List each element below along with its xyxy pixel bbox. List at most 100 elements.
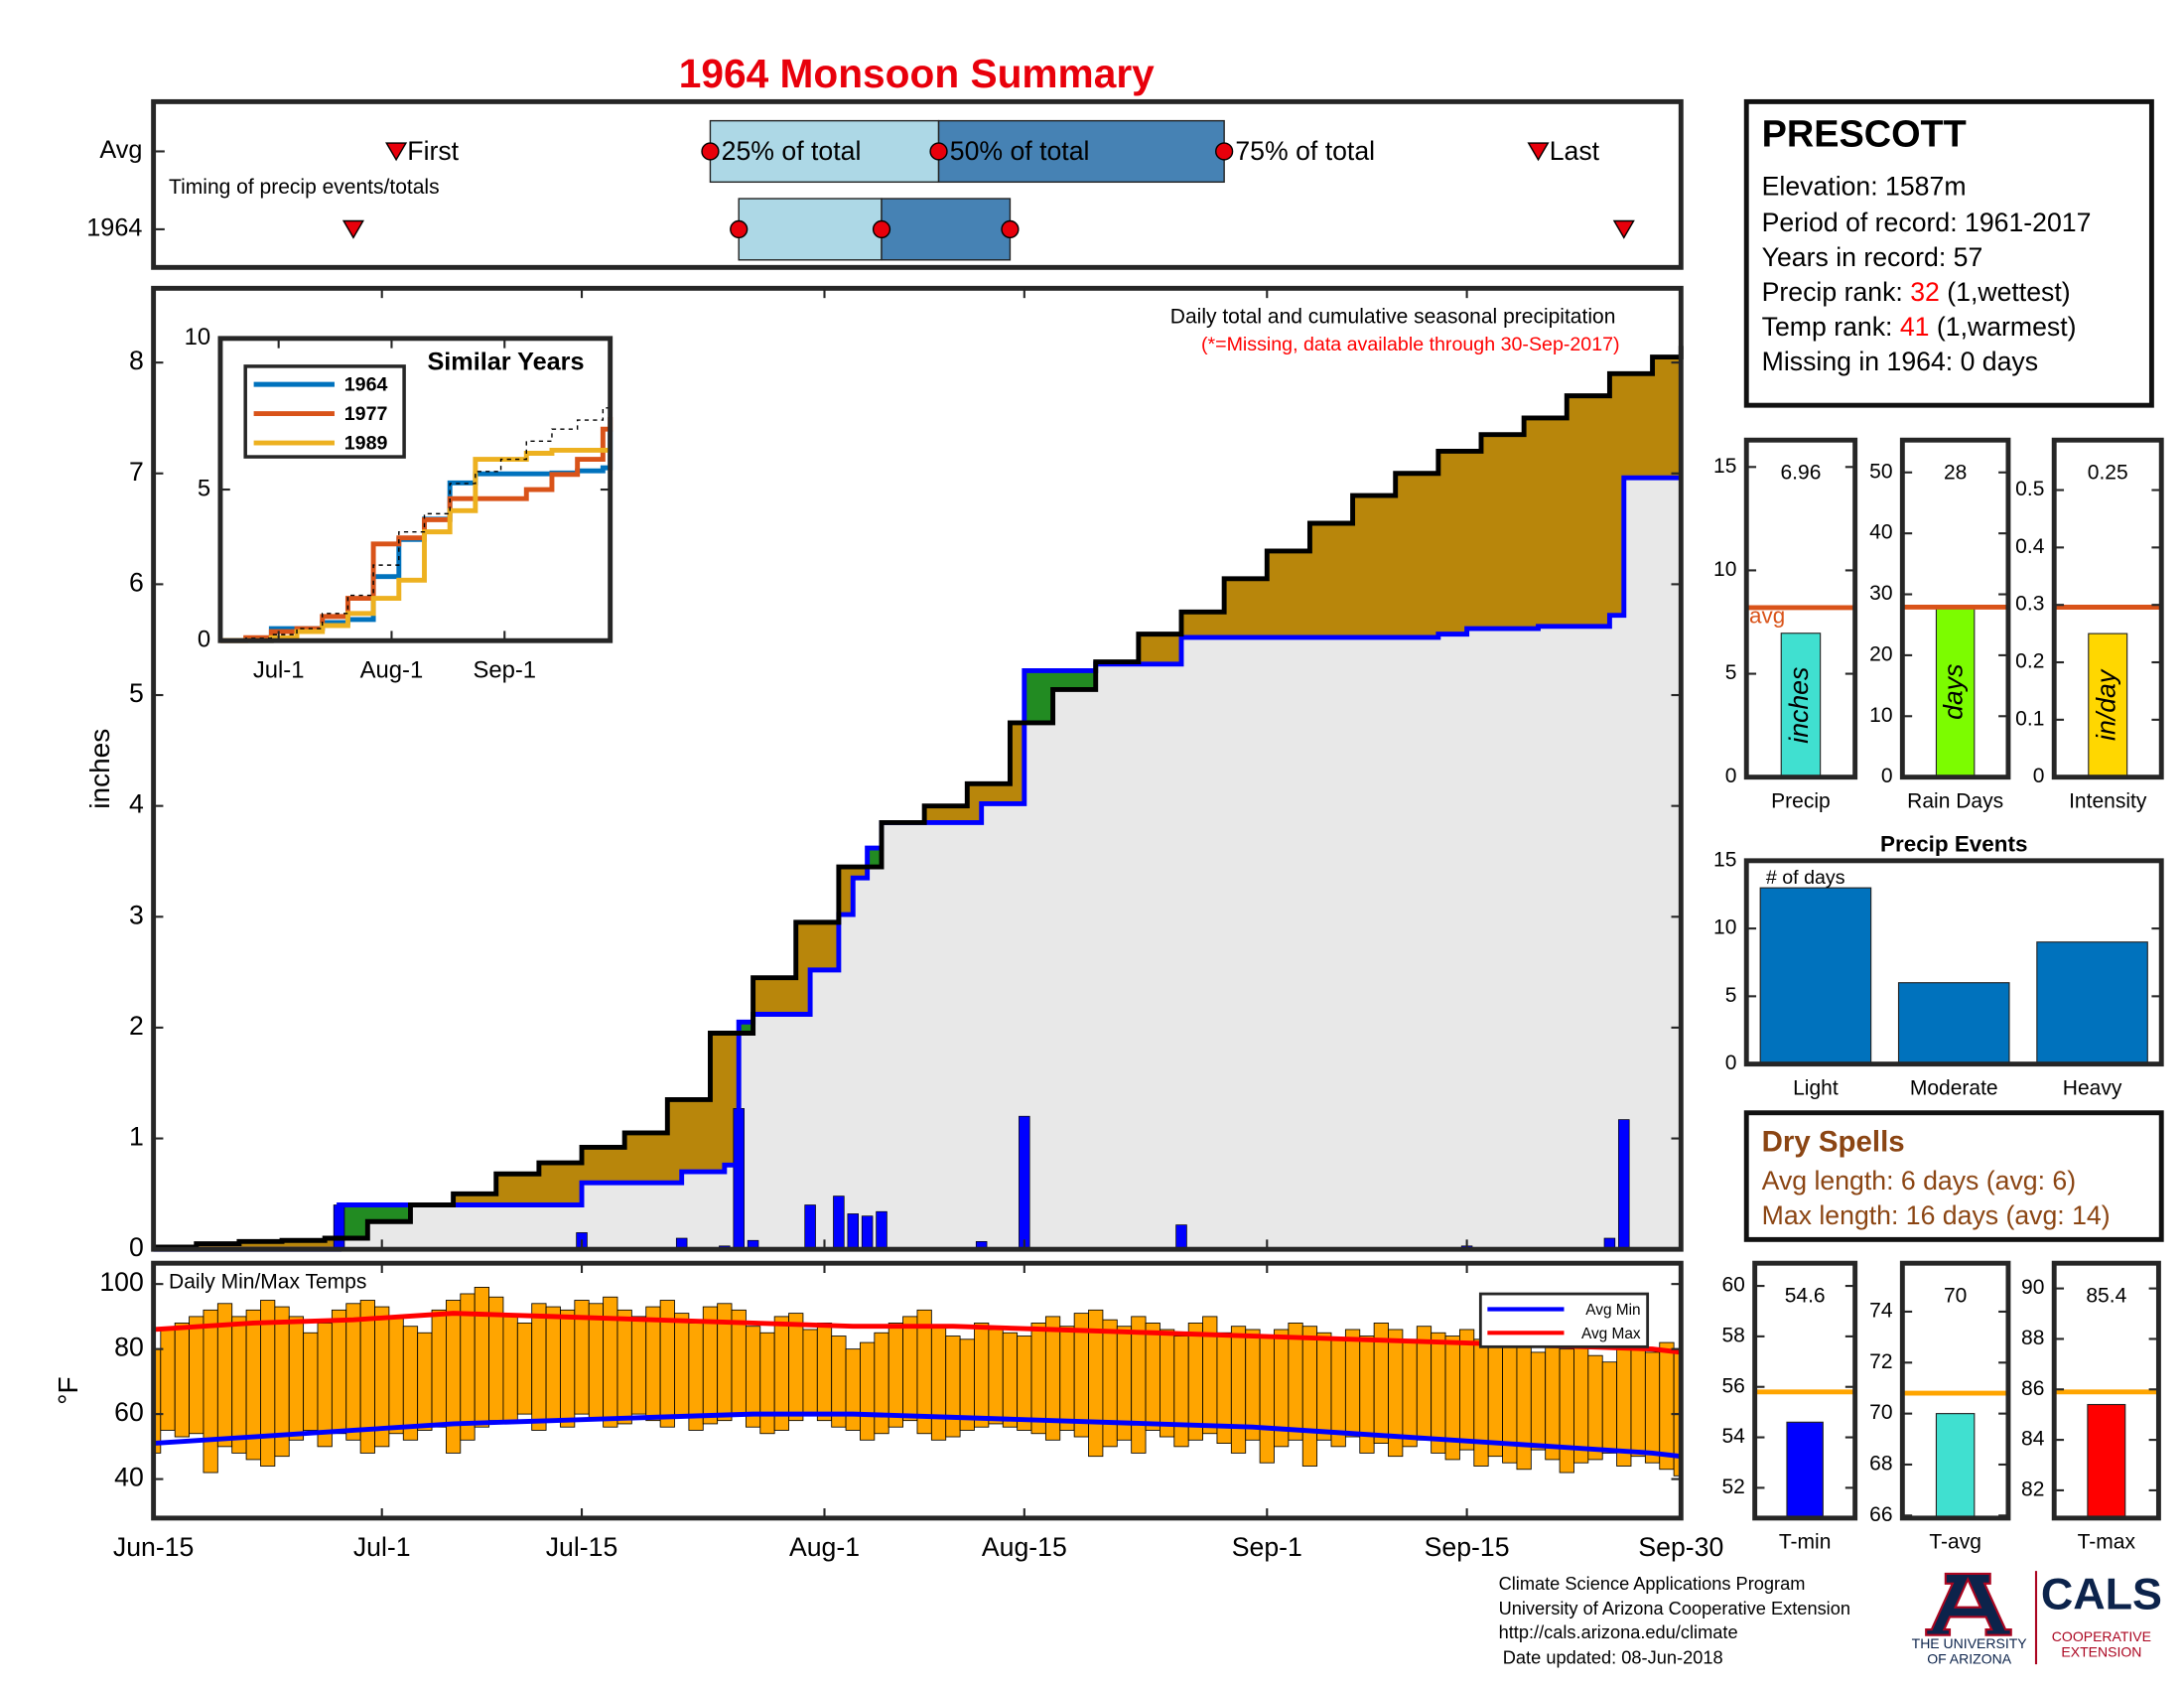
y-tick-label: 80 (114, 1333, 144, 1362)
daily-precip-bar (833, 1196, 845, 1250)
quartile-box (709, 119, 940, 184)
temp-range-bar (1245, 1329, 1261, 1441)
timing-label: First (407, 136, 459, 166)
y-tick-label: 70 (1869, 1401, 1892, 1424)
bar (1786, 1421, 1824, 1519)
temp-range-bar (288, 1316, 305, 1441)
bar-label: in/day (2091, 668, 2120, 741)
bar-label: days (1939, 664, 1969, 720)
temp-range-bar (788, 1313, 804, 1422)
station-line: Period of record: 1961-2017 (1762, 208, 2092, 237)
y-tick-label: 15 (1713, 848, 1736, 871)
temp-range-bar (1173, 1336, 1189, 1448)
y-tick-label: 5 (198, 475, 210, 501)
y-tick-label: 3 (129, 900, 144, 929)
panel-title: Daily Min/Max Temps (169, 1270, 366, 1293)
temp-range-bar (1545, 1338, 1561, 1461)
y-tick-label: 4 (129, 789, 144, 819)
timing-marker (929, 142, 948, 161)
temp-range-bar (189, 1316, 205, 1435)
y-tick-label: 0.5 (2015, 478, 2044, 500)
temp-range-bar (616, 1309, 632, 1425)
temp-range-bar (1559, 1348, 1574, 1474)
temp-range-bar (974, 1323, 990, 1428)
cals-logo: CALS (2041, 1569, 2162, 1619)
footer-line: Climate Science Applications Program (1499, 1573, 1806, 1594)
temp-range-bar (560, 1309, 576, 1428)
timing-label: 25% of total (722, 136, 862, 166)
x-tick-label: Aug-15 (982, 1532, 1067, 1562)
category-label: Precip (1771, 789, 1831, 812)
row-label: 1964 (86, 214, 142, 242)
dry-spells-title: Dry Spells (1762, 1125, 1905, 1158)
y-tick-label: 10 (1713, 916, 1736, 939)
temp-range-bar (1587, 1354, 1603, 1461)
legend-label: 1989 (344, 433, 388, 455)
value-label: 6.96 (1780, 461, 1821, 484)
x-tick-label: Sep-15 (1425, 1532, 1510, 1562)
category-label: Heavy (2063, 1076, 2122, 1099)
bar-label: inches (1784, 667, 1814, 744)
temp-range-bar (674, 1313, 690, 1418)
daily-precip-bar (847, 1213, 860, 1250)
timing-marker (1001, 219, 1020, 239)
temp-range-bar (930, 1326, 947, 1441)
temp-range-bar (174, 1323, 190, 1438)
timing-marker (341, 219, 364, 239)
x-tick-label: Jun-15 (113, 1532, 194, 1562)
panel-title: Precip Events (1880, 831, 2027, 856)
timing-label: 75% of total (1235, 136, 1375, 166)
y-tick-label: 0.1 (2015, 707, 2044, 730)
y-tick-label: 0 (2033, 765, 2045, 787)
temp-range-bar (516, 1323, 533, 1415)
temp-range-bar (874, 1332, 889, 1435)
temp-range-bar (317, 1323, 333, 1448)
station-box (1743, 98, 2154, 408)
y-tick-label: 50 (1869, 460, 1892, 483)
temp-range-bar (887, 1323, 904, 1428)
axes-box (151, 285, 1684, 1252)
temp-range-bar (1187, 1323, 1203, 1441)
y-tick-label: 5 (129, 678, 144, 708)
axes-box (1899, 1260, 2011, 1521)
y-tick-label: 10 (1713, 558, 1736, 581)
y-axis-label: inches (84, 729, 115, 809)
university-name: OF ARIZONA (1927, 1651, 2012, 1667)
temp-range-bar (902, 1316, 918, 1422)
y-tick-label: 0.2 (2015, 650, 2044, 673)
temp-range-bar (1259, 1336, 1275, 1464)
y-tick-label: 40 (1869, 521, 1892, 544)
timing-label: 50% of total (950, 136, 1090, 166)
y-tick-label: 6 (129, 567, 144, 597)
subtitle: Timing of precip events/totals (169, 176, 440, 199)
temp-range-bar (417, 1332, 433, 1431)
avg-temp-line (153, 1411, 1682, 1460)
temp-range-bar (388, 1316, 404, 1435)
daily-precip-bar (1618, 1119, 1630, 1250)
station-line: Elevation: 1587m (1762, 171, 1967, 201)
y-tick-label: 56 (1721, 1374, 1744, 1397)
temp-range-bar (1573, 1341, 1589, 1464)
y-tick-label: 2 (129, 1011, 144, 1041)
y-tick-label: 1 (129, 1122, 144, 1152)
annotation: Daily total and cumulative seasonal prec… (1170, 305, 1616, 328)
temp-range-bar (860, 1341, 876, 1441)
value-label: 28 (1944, 461, 1967, 484)
temp-range-bar (588, 1303, 605, 1422)
axes-box (2051, 1260, 2161, 1521)
timing-marker (1215, 142, 1234, 161)
y-tick-label: 7 (129, 457, 144, 487)
temp-range-bar (1402, 1338, 1418, 1448)
daily-precip-bar (861, 1215, 874, 1250)
x-tick-label: Sep-1 (473, 656, 536, 683)
category-label: Light (1793, 1076, 1839, 1099)
category-label: T-max (2078, 1531, 2136, 1554)
rank-value: 41 (1900, 312, 1930, 342)
bar (2087, 1403, 2126, 1519)
temp-range-bar (1473, 1338, 1489, 1467)
temp-range-bar (630, 1316, 647, 1415)
rank-label: Precip rank: (1762, 277, 1903, 307)
temp-range-bar (1288, 1323, 1303, 1441)
